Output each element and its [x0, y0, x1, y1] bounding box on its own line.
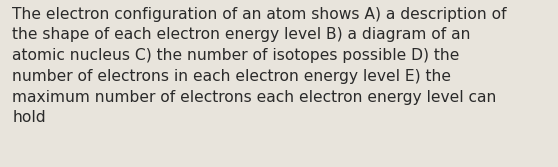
Text: The electron configuration of an atom shows A) a description of
the shape of eac: The electron configuration of an atom sh… — [12, 7, 507, 125]
